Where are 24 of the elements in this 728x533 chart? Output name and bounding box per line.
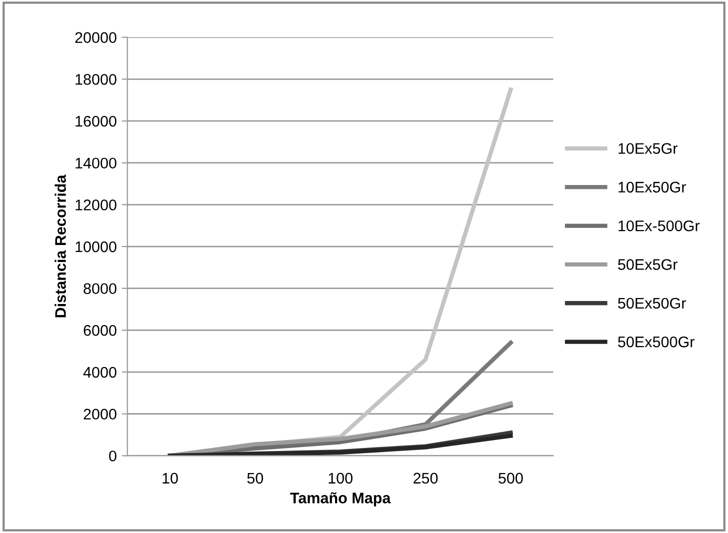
- x-tick-label: 10: [162, 472, 178, 484]
- x-tick-label: 500: [498, 472, 523, 484]
- y-tick-label: 8000: [84, 283, 116, 294]
- legend-label: 10Ex50Gr: [618, 182, 686, 193]
- y-axis-title: Distancia Recorrida: [54, 174, 66, 318]
- y-tick-label: 0: [109, 450, 116, 462]
- legend-label: 50Ex50Gr: [618, 298, 686, 309]
- y-tick-label: 2000: [84, 408, 116, 420]
- x-tick-label: 250: [414, 472, 438, 484]
- legend-label: 50Ex500Gr: [618, 336, 694, 348]
- y-tick-label: 20000: [75, 32, 116, 43]
- y-tick-label: 12000: [76, 200, 116, 210]
- x-axis-title: Tamaño Mapa: [290, 492, 391, 506]
- y-tick-label: 4000: [83, 366, 116, 378]
- legend-label: 50Ex5Gr: [618, 259, 678, 270]
- x-tick-label: 100: [328, 472, 352, 484]
- y-tick-label: 14000: [76, 158, 116, 169]
- x-tick-label: 50: [247, 472, 264, 484]
- legend-label: 10Ex5Gr: [618, 143, 678, 154]
- y-tick-label: 6000: [84, 325, 116, 336]
- y-tick-label: 10000: [76, 241, 116, 252]
- y-tick-label: 18000: [76, 74, 116, 85]
- legend-label: 10Ex-500Gr: [618, 220, 700, 232]
- y-tick-label: 16000: [76, 116, 116, 127]
